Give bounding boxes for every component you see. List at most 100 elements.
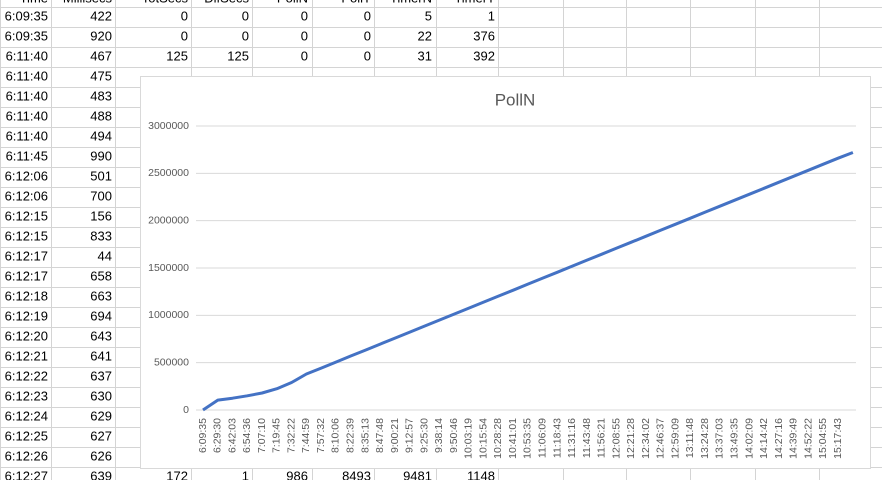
cell-text: 6:12:17 [5,268,48,283]
cell-text: 0 [242,28,249,43]
cell-text: 1148 [467,468,495,480]
x-tick-label: 13:49:35 [729,418,741,459]
x-tick-label: 8:35:13 [359,418,371,453]
cell-text: 172 [166,468,188,480]
cell-text: 990 [90,148,112,163]
x-tick-label: 6:42:03 [226,418,238,453]
cell-text: 5 [425,8,432,23]
x-tick-label: 7:44:59 [300,418,312,453]
cell-text: 0 [181,8,188,23]
x-tick-label: 15:17:43 [832,418,844,459]
cell-text: 663 [90,288,112,303]
cell-text: 6:11:40 [6,108,48,123]
x-tick-label: 9:25:30 [418,418,430,453]
x-tick-label: 15:04:55 [817,418,829,459]
cell-text: 475 [90,68,112,83]
cell-text: 392 [473,48,495,63]
x-tick-label: 8:10:06 [330,418,342,453]
cell-text: 6:11:45 [6,148,48,163]
cell-text: 125 [227,48,249,63]
column-header: TotSecs [142,0,189,5]
x-tick-label: 12:59:09 [669,418,681,459]
cell-text: 6:11:40 [6,48,48,63]
x-tick-label: 11:56:21 [596,418,608,458]
cell-text: 6:12:26 [5,448,48,463]
x-tick-label: 6:09:35 [197,418,209,453]
y-tick-label: 2000000 [148,214,189,226]
cell-text: 494 [90,128,112,143]
cell-text: 6:12:21 [5,348,48,363]
cell-text: 0 [364,48,371,63]
cell-text: 422 [90,8,112,23]
cell-text: 629 [90,408,112,423]
cell-text: 6:12:25 [5,428,48,443]
x-tick-label: 12:08:55 [610,418,622,459]
cell-text: 627 [90,428,112,443]
cell-text: 986 [286,468,308,480]
cell-text: 700 [90,188,112,203]
cell-text: 6:12:23 [5,388,48,403]
cell-text: 22 [418,28,432,43]
x-tick-label: 14:02:09 [743,418,755,459]
cell-text: 0 [301,48,308,63]
x-tick-label: 12:21:28 [625,418,637,459]
cell-text: 6:12:22 [5,368,48,383]
column-header: PollT [341,0,371,5]
cell-text: 6:11:40 [6,128,48,143]
x-tick-label: 10:53:35 [522,418,534,459]
cell-text: 376 [473,28,495,43]
cell-text: 641 [90,348,112,363]
cell-text: 501 [90,168,112,183]
x-tick-label: 8:22:39 [344,418,356,453]
chart-title: PollN [495,90,536,109]
x-tick-label: 10:15:54 [477,418,489,459]
cell-text: 6:12:06 [5,188,48,203]
cell-text: 920 [90,28,112,43]
cell-text: 483 [90,88,112,103]
x-tick-label: 7:19:45 [271,418,283,453]
x-tick-label: 7:07:10 [256,418,268,453]
cell-text: 6:12:15 [5,208,48,223]
column-header: Millisecs [63,0,113,5]
x-tick-label: 13:37:03 [714,418,726,459]
y-tick-label: 1000000 [148,309,189,321]
cell-text: 6:09:35 [5,28,48,43]
cell-text: 31 [418,48,432,63]
cell-text: 694 [90,308,112,323]
cell-text: 0 [301,8,308,23]
cell-text: 6:12:19 [5,308,48,323]
cell-text: 6:11:40 [6,88,48,103]
cell-text: 833 [90,228,112,243]
x-tick-label: 14:52:22 [802,418,814,459]
cell-text: 626 [90,448,112,463]
x-tick-label: 14:14:42 [758,418,770,459]
cell-text: 6:12:18 [5,288,48,303]
cell-text: 630 [90,388,112,403]
x-tick-label: 11:43:48 [581,418,593,458]
cell-text: 6:12:24 [5,408,48,423]
cell-text: 6:11:40 [6,68,48,83]
column-header: TimerT [454,0,495,5]
x-tick-label: 11:18:43 [551,418,563,458]
cell-text: 6:12:17 [5,248,48,263]
column-header: Time [20,0,48,5]
cell-text: 156 [90,208,112,223]
cell-text: 1 [488,8,495,23]
x-tick-label: 9:38:14 [433,418,445,453]
x-tick-label: 11:06:09 [536,418,548,458]
chart-area [140,76,871,469]
cell-text: 9481 [403,468,432,480]
x-tick-label: 6:29:30 [212,418,224,453]
cell-text: 0 [364,8,371,23]
x-tick-label: 12:46:37 [655,418,667,459]
x-tick-label: 13:11:48 [684,418,696,458]
x-tick-label: 13:24:28 [699,418,711,459]
x-tick-label: 9:12:57 [404,418,416,453]
cell-text: 488 [90,108,112,123]
cell-text: 0 [364,28,371,43]
cell-text: 1 [242,468,249,480]
cell-text: 643 [90,328,112,343]
x-tick-label: 6:54:36 [241,418,253,453]
